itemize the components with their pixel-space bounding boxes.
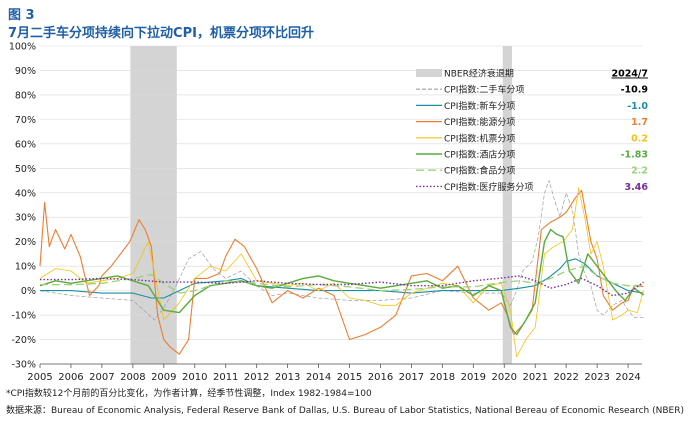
y-tick-label-1: -20% xyxy=(11,335,36,346)
legend-label-4: CPI指数:酒店分项 xyxy=(444,149,515,161)
recession-band-0 xyxy=(130,46,177,364)
x-tick-label-15: 2020 xyxy=(492,372,517,383)
x-tick-label-3: 2008 xyxy=(120,372,145,383)
series-line-2 xyxy=(39,189,644,355)
legend-latest-value-4: -1.83 xyxy=(621,150,648,161)
x-tick-label-2: 2007 xyxy=(89,372,114,383)
y-tick-label-12: 90% xyxy=(15,66,36,77)
y-tick-label-7: 40% xyxy=(15,188,36,199)
legend-latest-value-2: 1.7 xyxy=(631,117,648,128)
data-source: 数据来源：Bureau of Economic Analysis, Federa… xyxy=(6,406,684,416)
x-tick-label-10: 2015 xyxy=(337,372,362,383)
x-tick-label-6: 2011 xyxy=(213,372,238,383)
series-line-6 xyxy=(40,275,644,297)
x-tick-label-9: 2014 xyxy=(306,372,331,383)
x-tick-label-14: 2019 xyxy=(461,372,486,383)
legend-label-6: CPI指数:医疗服务分项 xyxy=(444,181,533,193)
y-tick-label-9: 60% xyxy=(15,139,36,150)
series-line-3 xyxy=(39,187,644,358)
x-tick-label-5: 2010 xyxy=(182,372,207,383)
legend-latest-value-0: -10.9 xyxy=(621,85,648,96)
x-tick-label-11: 2016 xyxy=(368,372,393,383)
chart-title: 7月二手车分项持续向下拉动CPI，机票分项环比回升 xyxy=(8,26,314,41)
series-line-1 xyxy=(40,258,644,299)
axes: -30% -20% -10% 0% 10% 20% 30% 40% 50% 60% 70% 80% 90… xyxy=(9,42,642,383)
y-tick-label-6: 30% xyxy=(15,213,36,224)
x-tick-label-0: 2005 xyxy=(27,372,52,383)
x-tick-label-19: 2024 xyxy=(615,372,640,383)
legend-label-3: CPI指数:机票分项 xyxy=(444,132,515,144)
legend-latest-value-6: 3.46 xyxy=(625,182,649,193)
y-tick-label-5: 20% xyxy=(15,237,36,248)
series-lines xyxy=(39,180,644,358)
legend-label-1: CPI指数:新车分项 xyxy=(444,100,515,112)
y-tick-label-4: 10% xyxy=(15,262,36,273)
x-tick-label-4: 2009 xyxy=(151,372,176,383)
x-tick-label-1: 2006 xyxy=(58,372,83,383)
x-tick-label-13: 2018 xyxy=(430,372,455,383)
legend-label-0: CPI指数:二手车分项 xyxy=(444,84,524,96)
legend-latest-value-3: 0.2 xyxy=(631,133,648,144)
x-tick-label-8: 2013 xyxy=(275,372,300,383)
series-line-5 xyxy=(39,265,644,294)
y-tick-label-3: 0% xyxy=(21,286,36,297)
legend-latest-value-1: -1.0 xyxy=(627,101,648,112)
legend-latest-value-5: 2.2 xyxy=(631,166,648,177)
legend-swatch-recession xyxy=(416,69,442,77)
y-tick-label-13: 100% xyxy=(9,42,36,53)
y-tick-label-2: -10% xyxy=(11,311,36,322)
legend-label-5: CPI指数:食品分项 xyxy=(444,165,515,177)
recession-band-1 xyxy=(502,46,513,364)
legend-label-recession: NBER经济衰退期 xyxy=(444,68,514,80)
figure-label: 图 3 xyxy=(8,8,35,23)
y-tick-label-11: 80% xyxy=(15,90,36,101)
legend: NBER经济衰退期 2024/7 CPI指数:二手车分项 -10.9 CPI指数:新车分… xyxy=(416,68,648,193)
x-tick-label-7: 2012 xyxy=(244,372,269,383)
x-tick-label-12: 2017 xyxy=(399,372,424,383)
x-tick-label-16: 2021 xyxy=(522,372,547,383)
y-tick-label-10: 70% xyxy=(15,115,36,126)
y-tick-label-8: 50% xyxy=(15,164,36,175)
x-tick-label-18: 2023 xyxy=(584,372,609,383)
legend-latest-header: 2024/7 xyxy=(611,69,648,80)
legend-label-2: CPI指数:能源分项 xyxy=(444,116,515,128)
y-tick-label-0: -30% xyxy=(11,360,36,371)
x-tick-label-17: 2022 xyxy=(553,372,578,383)
footnote: *CPI指数较12个月前的百分比变化，为作者计算，经季节性调整，Index 19… xyxy=(6,389,372,399)
